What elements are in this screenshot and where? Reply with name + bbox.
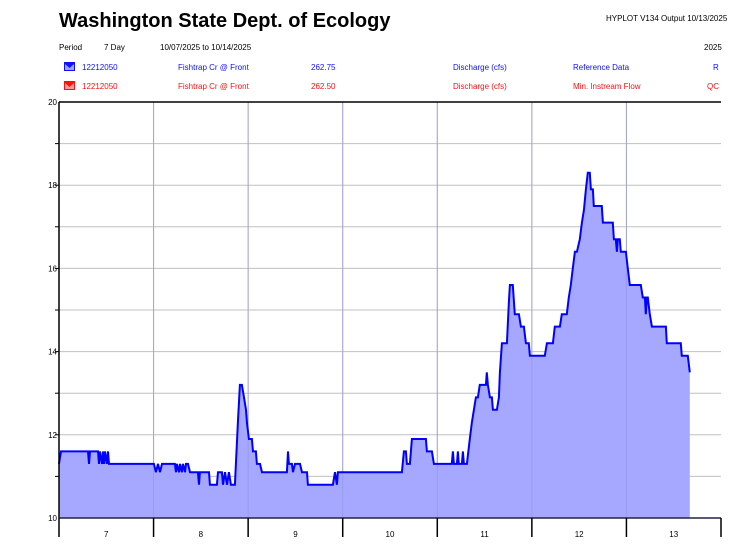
y-tick-label: 20 [48, 98, 57, 107]
y-tick-label: 14 [48, 348, 57, 357]
legend-station: 12212050 [82, 63, 118, 72]
legend-flag: QC [707, 82, 719, 91]
hydrograph-icon [64, 62, 75, 71]
vertical-grid-overlay [153, 102, 627, 518]
legend-value: 262.75 [311, 63, 336, 72]
legend-value: 262.50 [311, 82, 336, 91]
year-label: 2025 [704, 43, 722, 52]
x-tick-label: 12 [575, 530, 584, 539]
program-version: HYPLOT V134 Output 10/13/2025 [606, 14, 728, 23]
legend-flag: R [713, 63, 719, 72]
period-value: 7 Day [104, 43, 125, 52]
x-tick-label: 8 [199, 530, 204, 539]
y-tick-label: 12 [48, 431, 57, 440]
legend-parameter: Discharge (cfs) [453, 63, 507, 72]
discharge-line [58, 171, 691, 486]
x-tick-label: 9 [293, 530, 298, 539]
legend-type: Min. Instream Flow [573, 82, 641, 91]
hydrograph-icon [64, 81, 75, 90]
period-label: Period [59, 43, 83, 52]
x-tick-label: 13 [669, 530, 678, 539]
legend-parameter: Discharge (cfs) [453, 82, 507, 91]
x-tick-label: 10 [386, 530, 395, 539]
page-title: Washington State Dept. of Ecology [59, 10, 391, 32]
y-tick-label: 10 [48, 514, 57, 523]
x-tick-label: 11 [480, 530, 489, 539]
x-tick-label: 7 [104, 530, 109, 539]
axes: 10 12 14 16 18 20 7 8 9 10 11 12 13 [48, 98, 722, 539]
y-tick-label: 16 [48, 264, 57, 273]
legend-site-name: Fishtrap Cr @ Front [178, 63, 249, 72]
y-tick-label: 18 [48, 181, 57, 190]
date-range: 10/07/2025 to 10/14/2025 [160, 43, 252, 52]
legend-station: 12212050 [82, 82, 118, 91]
legend-site-name: Fishtrap Cr @ Front [178, 82, 249, 91]
legend-type: Reference Data [573, 63, 630, 72]
